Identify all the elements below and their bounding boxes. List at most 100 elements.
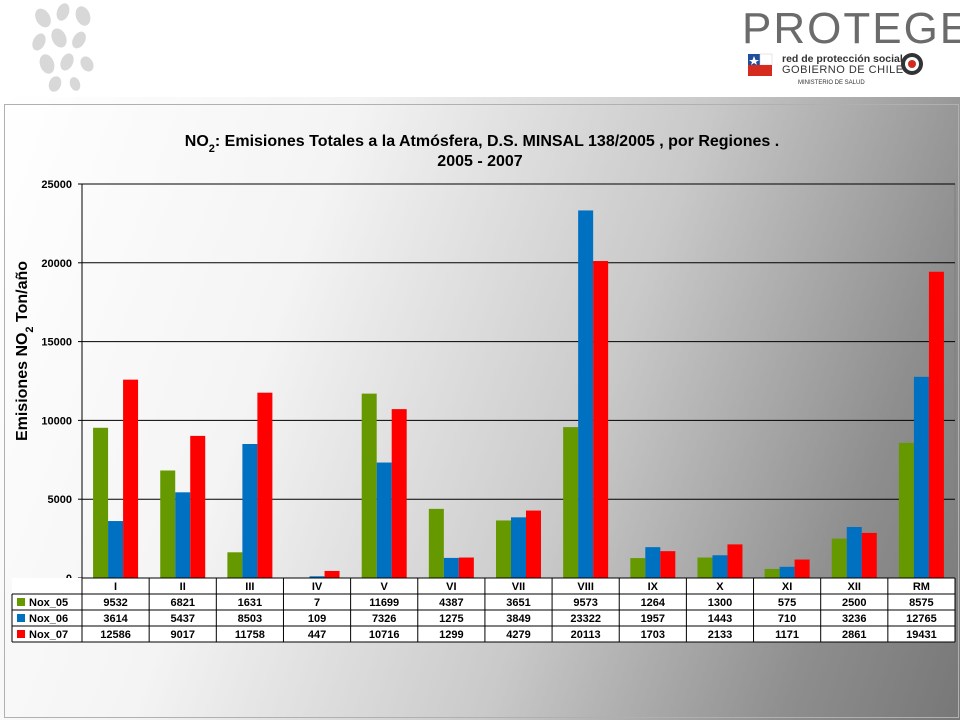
data-table-cell: 1171 — [775, 629, 799, 641]
bar-nox-07-v — [391, 409, 407, 578]
leaf-pattern-icon — [32, 3, 94, 92]
bar-nox-05-x — [697, 557, 713, 578]
y-axis: 0500010000150002000025000 — [41, 179, 83, 585]
bar-nox-06-x — [712, 555, 728, 578]
data-table-cell: 10716 — [369, 629, 400, 641]
chart-title-years: 2005 - 2007 — [437, 153, 523, 170]
data-table-cell: 6821 — [170, 597, 194, 609]
data-table-cell: 1264 — [641, 597, 666, 609]
data-table-cell: 1275 — [439, 613, 463, 625]
data-table-cell: 2133 — [708, 629, 732, 641]
data-table-cell: 12586 — [100, 629, 131, 641]
logo-government: GOBIERNO DE CHILE — [782, 64, 904, 76]
bar-nox-06-xi — [779, 566, 795, 578]
bar-nox-05-viii — [563, 427, 579, 578]
bar-nox-06-rm — [913, 376, 929, 578]
bar-nox-05-ix — [630, 558, 646, 578]
chart-title: NO2: Emisiones Totales a la Atmósfera, D… — [185, 133, 779, 155]
bar-nox-07-vi — [458, 557, 474, 578]
data-table-cell: 11758 — [235, 629, 265, 641]
bar-nox-05-vi — [428, 508, 444, 578]
y-axis-label: Emisiones NO2 Ton/año — [14, 261, 36, 441]
x-tick-label: VII — [512, 581, 525, 593]
y-tick-label: 10000 — [41, 415, 72, 427]
bars — [93, 210, 944, 578]
legend-label: Nox_05 — [29, 597, 68, 609]
data-table-cell: 19431 — [906, 629, 937, 641]
ministry-emblem-icon — [901, 53, 923, 75]
bar-nox-06-ix — [645, 547, 661, 578]
bar-nox-06-i — [108, 521, 124, 578]
bar-nox-07-ix — [660, 551, 676, 578]
data-table-cell: 1299 — [439, 629, 463, 641]
x-tick-label: II — [180, 581, 186, 593]
x-tick-label: I — [114, 581, 117, 593]
legend-label: Nox_07 — [29, 629, 68, 641]
data-table-cell: 8503 — [238, 613, 262, 625]
data-table-cell: 1631 — [238, 597, 262, 609]
data-table-cell: 4387 — [439, 597, 463, 609]
data-table-cell: 710 — [778, 613, 796, 625]
bar-nox-07-rm — [928, 271, 944, 578]
data-table-cell: 9573 — [573, 597, 597, 609]
y-tick-label: 20000 — [41, 258, 72, 270]
logo-ministry: MINISTERIO DE SALUD — [798, 80, 865, 86]
bar-nox-06-vi — [443, 557, 459, 578]
x-tick-label: X — [716, 581, 724, 593]
data-table-cell: 3651 — [506, 597, 530, 609]
logo-subtitle: red de protección social — [782, 53, 903, 65]
x-tick-label: VI — [446, 581, 456, 593]
y-tick-label: 5000 — [48, 494, 72, 506]
bar-nox-06-iii — [242, 443, 258, 578]
bar-nox-05-vii — [496, 520, 511, 578]
x-tick-label: IV — [312, 581, 323, 593]
bar-nox-05-ii — [160, 470, 176, 578]
x-tick-label: IX — [648, 581, 659, 593]
data-table-cell: 23322 — [570, 613, 601, 625]
data-table-cell: 7326 — [372, 613, 396, 625]
bar-nox-06-xii — [846, 527, 862, 578]
y-tick-label: 15000 — [41, 337, 72, 349]
data-table-cell: 1703 — [641, 629, 665, 641]
bar-nox-05-v — [361, 393, 377, 578]
data-table-cell: 575 — [778, 597, 796, 609]
data-table-cell: 8575 — [909, 597, 933, 609]
protege-logo: PROTEGE — [742, 4, 960, 53]
x-tick-label: V — [381, 581, 389, 593]
x-tick-label: XI — [782, 581, 792, 593]
bar-nox-07-vii — [526, 510, 541, 578]
data-table-cell: 1300 — [708, 597, 732, 609]
legend-swatch — [17, 614, 25, 622]
bar-nox-05-iii — [227, 552, 243, 578]
bar-nox-07-iii — [257, 392, 273, 578]
data-table-cell: 3849 — [506, 613, 530, 625]
bar-nox-07-xi — [794, 559, 810, 578]
data-table-cell: 11699 — [369, 597, 399, 609]
bar-nox-05-xi — [764, 568, 780, 578]
legend-swatch — [17, 630, 25, 638]
data-table-cell: 1957 — [641, 613, 665, 625]
bar-nox-05-i — [93, 427, 109, 578]
x-tick-label: III — [245, 581, 254, 593]
bar-nox-07-xii — [861, 532, 877, 578]
data-table-cell: 447 — [308, 629, 326, 641]
header-bar: PROTEGE red de protección social GOBIERN… — [0, 0, 960, 97]
gobierno-shield-icon — [748, 53, 773, 76]
data-table-cell: 7 — [314, 597, 320, 609]
x-tick-label: XII — [848, 581, 861, 593]
bar-nox-06-v — [376, 462, 392, 578]
bar-nox-07-iv — [324, 570, 340, 578]
bar-nox-07-i — [123, 379, 139, 578]
y-tick-label: 25000 — [41, 179, 72, 191]
data-table-cell: 9532 — [103, 597, 127, 609]
slide-frame — [4, 104, 959, 718]
legend-swatch — [17, 598, 25, 606]
data-table-cell: 2861 — [842, 629, 866, 641]
bar-nox-06-viii — [578, 210, 594, 578]
data-table-cell: 4279 — [506, 629, 530, 641]
data-table-cell: 20113 — [571, 629, 601, 641]
x-tick-label: RM — [913, 581, 930, 593]
bar-nox-05-rm — [898, 442, 914, 578]
data-table-cell: 3236 — [842, 613, 866, 625]
